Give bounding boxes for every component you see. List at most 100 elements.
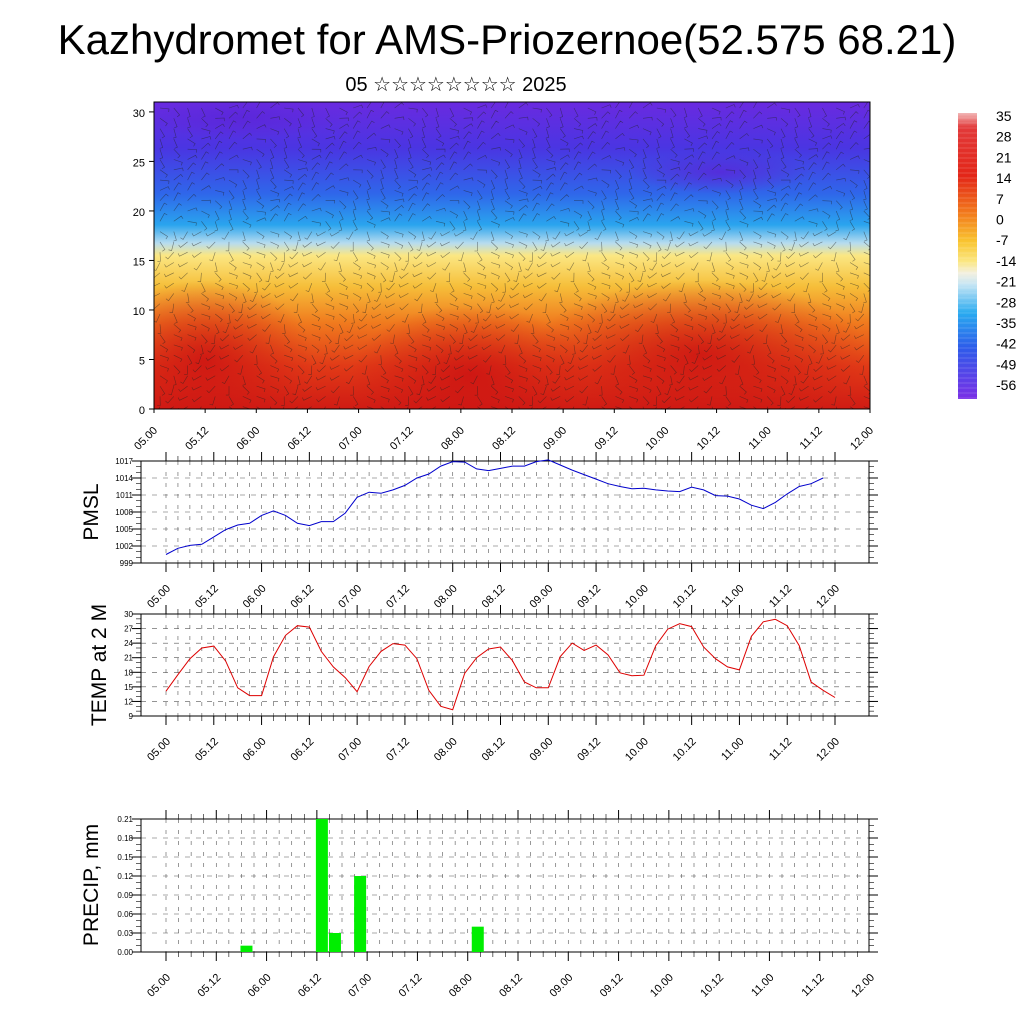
y-tick-label: 1014 [115,474,133,483]
x-tick-label: 09.12 [598,972,626,1000]
colorbar-label: -49 [996,356,1016,372]
y-tick-label: 9 [129,712,134,721]
precip-axis-label: PRECIP, mm [80,824,103,946]
y-tick-label: 0.06 [117,910,133,919]
y-tick-label: 0.00 [117,948,133,957]
heatmap-y-axis: 0 5 10 15 20 25 30 [133,108,154,417]
x-tick-label: 05.12 [195,972,223,1000]
heatmap-cold-core [630,150,810,194]
heatmap-y-tick-label: 15 [133,256,145,268]
x-tick-label: 08.00 [432,736,460,764]
x-tick-label: 12.00 [814,736,842,764]
pmsl-axis-label: PMSL [80,483,103,540]
x-tick-label: 08.12 [480,583,508,611]
colorbar-label: -42 [996,336,1016,352]
x-tick-label: 09.00 [527,736,555,764]
heatmap-x-tick-label: 09.00 [541,425,569,453]
x-tick-label: 05.00 [145,583,173,611]
x-tick-label: 06.00 [246,972,274,1000]
panel-frame [140,613,870,717]
temp-axis-label: TEMP at 2 M [88,604,111,726]
panel-frame [140,818,870,953]
heatmap-y-tick-label: 30 [133,108,145,120]
x-tick-label: 11.00 [719,736,746,763]
x-tick-label: 05.00 [145,972,173,1000]
y-tick-label: 0.15 [117,853,133,862]
wind-barbs [154,102,870,409]
heatmap-x-tick-label: 08.00 [439,425,467,453]
x-tick-label: 07.12 [384,583,412,611]
colorbar: 35 28 21 14 7 0 -7 -14 -21 -28 -35 -42 -49 -56 [958,108,1016,399]
x-tick-label: 06.12 [289,583,317,611]
heatmap-x-tick-label: 06.12 [286,425,314,453]
heatmap-x-tick-label: 07.00 [337,425,365,453]
heatmap-x-tick-label: 05.00 [132,425,160,453]
colorbar-label: 0 [996,212,1004,228]
y-tick-label: 12 [124,697,133,706]
chart-title: Kazhydromet for AMS-Priozernoe(52.575 68… [58,16,957,63]
temp-panel: TEMP at 2 M 9 12 15 18 21 24 27 30 05.00 05.12 06.… [88,604,878,764]
precip-bar [328,933,341,952]
colorbar-label: 21 [996,149,1012,165]
colorbar-label: -7 [996,232,1009,248]
x-tick-label: 07.12 [397,972,425,1000]
x-tick-label: 11.12 [767,736,794,763]
x-tick-label: 07.12 [384,736,412,764]
temp-series-line [165,618,836,711]
x-tick-label: 10.12 [698,972,726,1000]
heatmap-x-tick-label: 10.12 [695,425,723,453]
heatmap-y-tick-label: 10 [133,306,145,318]
x-tick-label: 07.00 [336,583,364,611]
x-tick-label: 06.12 [296,972,324,1000]
heatmap-x-tick-label: 06.00 [234,425,262,453]
x-tick-label: 10.00 [623,736,651,764]
x-tick-label: 06.12 [289,736,317,764]
colorbar-label: -21 [996,274,1016,290]
colorbar-ramp [958,113,977,399]
x-tick-label: 08.12 [480,736,508,764]
colorbar-label: 28 [996,129,1012,145]
y-tick-label: 30 [124,610,133,619]
x-tick-label: 07.00 [336,736,364,764]
x-tick-label: 05.12 [193,736,221,764]
x-tick-label: 08.00 [432,583,460,611]
colorbar-label: 35 [996,108,1012,124]
precip-panel: PRECIP, mm 0.00 0.03 0.06 0.09 0.12 0.15 0.18 0… [80,810,878,1000]
x-tick-label: 06.00 [241,736,269,764]
x-tick-label: 11.00 [749,972,776,999]
y-tick-label: 27 [124,625,133,634]
precip-bar [240,945,253,952]
x-tick-label: 10.12 [671,736,699,764]
x-tick-label: 05.00 [145,736,173,764]
wind-barb-set [154,102,870,409]
heatmap-x-tick-label: 07.12 [388,425,416,453]
x-tick-label: 07.00 [346,972,374,1000]
x-tick-label: 06.00 [241,583,269,611]
y-tick-label: 0.21 [117,815,133,824]
x-tick-label: 09.12 [575,736,603,764]
x-tick-label: 12.00 [814,583,842,611]
heatmap-x-tick-label: 12.00 [848,425,876,453]
colorbar-label: -14 [996,253,1016,269]
x-tick-label: 09.12 [575,583,603,611]
x-tick-label: 09.00 [527,583,555,611]
x-tick-label: 12.00 [849,972,877,1000]
colorbar-label: 7 [996,191,1004,207]
x-tick-label: 09.00 [547,972,575,1000]
heatmap-x-tick-label: 08.12 [490,425,518,453]
heatmap-x-tick-label: 11.00 [746,425,773,452]
heatmap-warm-core [154,280,315,409]
x-tick-label: 05.12 [193,583,221,611]
heatmap-warm-core [530,280,870,409]
x-tick-label: 11.12 [767,583,794,610]
x-tick-label: 10.00 [648,972,676,1000]
precip-bar [471,926,484,952]
pmsl-series-line [165,459,824,555]
colorbar-label: -35 [996,315,1016,331]
heatmap-x-tick-label: 11.12 [798,425,825,452]
y-tick-label: 18 [124,668,133,677]
x-tick-label: 11.12 [799,972,826,999]
y-tick-label: 999 [120,559,134,568]
colorbar-label: 14 [996,170,1012,186]
heatmap-y-tick-label: 5 [139,355,145,367]
